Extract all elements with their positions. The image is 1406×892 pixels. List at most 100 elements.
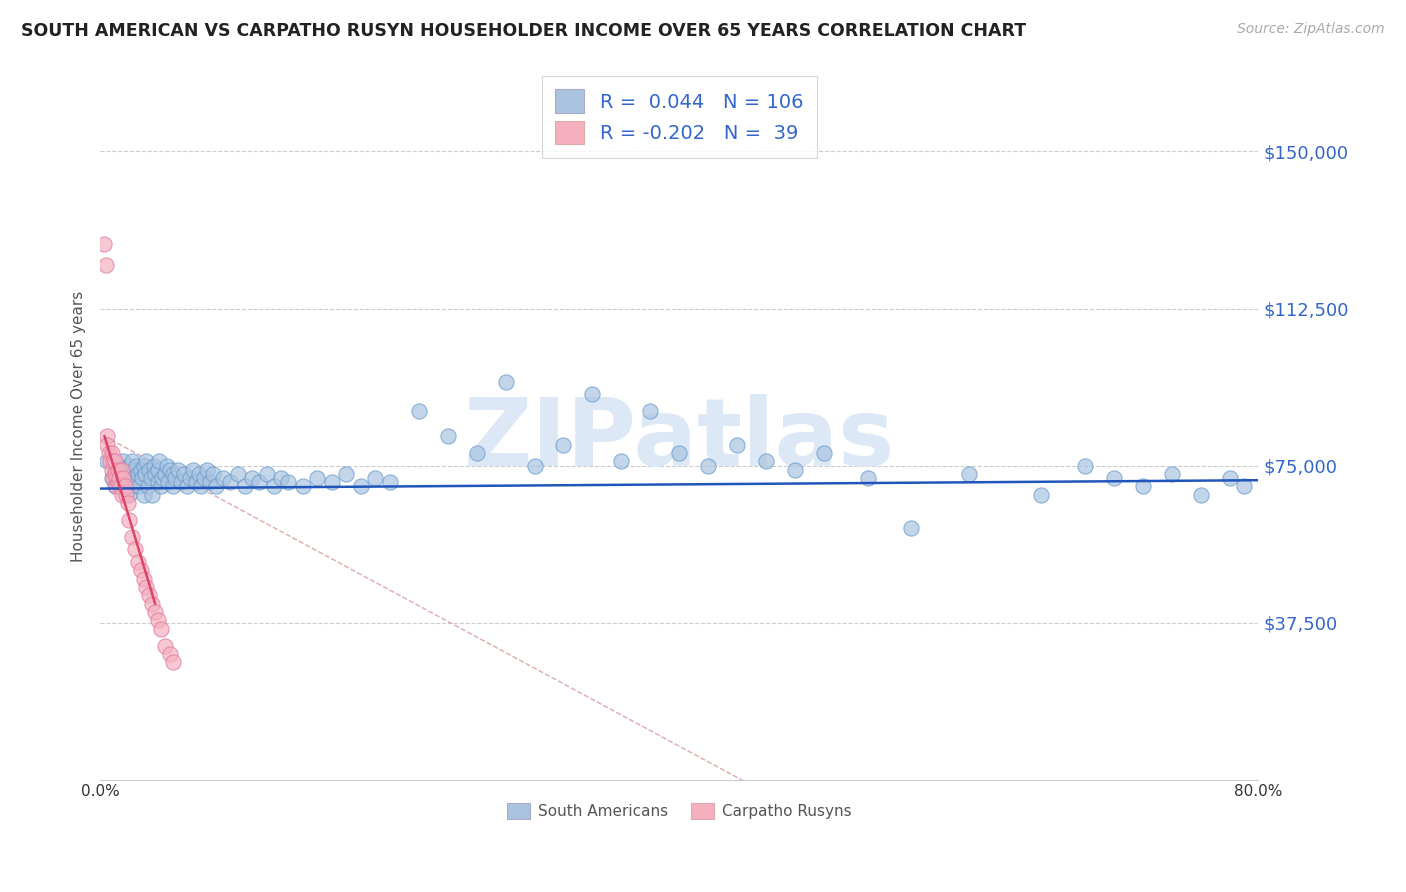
Point xyxy=(135,454,157,468)
Point xyxy=(307,471,329,485)
Point xyxy=(122,471,145,485)
Y-axis label: Householder Income Over 65 years: Householder Income Over 65 years xyxy=(72,291,86,562)
Point xyxy=(813,446,835,460)
Point xyxy=(957,467,980,481)
Point xyxy=(179,471,201,485)
Point xyxy=(900,521,922,535)
Point xyxy=(110,479,132,493)
Point xyxy=(121,530,143,544)
Point xyxy=(111,475,134,490)
Point xyxy=(148,454,170,468)
Point xyxy=(108,471,131,485)
Point xyxy=(125,458,148,473)
Point xyxy=(263,479,285,493)
Point xyxy=(96,437,118,451)
Point xyxy=(193,471,215,485)
Point xyxy=(98,454,121,468)
Point xyxy=(97,446,120,460)
Point xyxy=(1189,488,1212,502)
Point xyxy=(104,467,127,481)
Point xyxy=(135,580,157,594)
Point xyxy=(115,463,138,477)
Point xyxy=(136,479,159,493)
Point xyxy=(1160,467,1182,481)
Point xyxy=(212,471,235,485)
Point xyxy=(117,471,139,485)
Point xyxy=(159,463,181,477)
Point xyxy=(115,479,138,493)
Point xyxy=(101,454,124,468)
Point xyxy=(118,488,141,502)
Point xyxy=(640,404,662,418)
Point xyxy=(1031,488,1053,502)
Point xyxy=(111,488,134,502)
Point xyxy=(104,479,127,493)
Point xyxy=(131,471,153,485)
Point xyxy=(219,475,242,490)
Point xyxy=(697,458,720,473)
Point xyxy=(155,467,177,481)
Point xyxy=(553,437,575,451)
Point xyxy=(159,647,181,661)
Point xyxy=(141,597,163,611)
Point xyxy=(1132,479,1154,493)
Point xyxy=(115,488,138,502)
Point xyxy=(277,475,299,490)
Point xyxy=(668,446,690,460)
Point xyxy=(247,475,270,490)
Point xyxy=(785,463,807,477)
Point xyxy=(127,555,149,569)
Point xyxy=(93,236,115,251)
Point xyxy=(226,467,249,481)
Point xyxy=(132,572,155,586)
Point xyxy=(181,463,204,477)
Point xyxy=(108,471,131,485)
Point xyxy=(121,454,143,468)
Point xyxy=(195,463,218,477)
Point xyxy=(1233,479,1256,493)
Point xyxy=(96,429,118,443)
Point xyxy=(143,605,166,619)
Point xyxy=(321,475,343,490)
Point xyxy=(114,467,136,481)
Point xyxy=(184,475,207,490)
Point xyxy=(118,458,141,473)
Point xyxy=(141,488,163,502)
Point xyxy=(155,639,177,653)
Point xyxy=(124,542,146,557)
Point xyxy=(205,479,228,493)
Point xyxy=(101,471,124,485)
Point xyxy=(378,475,401,490)
Point xyxy=(107,475,129,490)
Point xyxy=(233,479,256,493)
Point xyxy=(132,488,155,502)
Point xyxy=(117,496,139,510)
Point xyxy=(112,471,135,485)
Point xyxy=(146,614,169,628)
Point xyxy=(111,463,134,477)
Point xyxy=(138,463,160,477)
Point xyxy=(198,475,221,490)
Point xyxy=(755,454,778,468)
Point xyxy=(142,458,165,473)
Point xyxy=(173,467,195,481)
Point xyxy=(107,458,129,473)
Point xyxy=(105,471,128,485)
Point xyxy=(139,471,162,485)
Point xyxy=(364,471,387,485)
Point xyxy=(581,387,603,401)
Point xyxy=(176,479,198,493)
Point xyxy=(149,622,172,636)
Point xyxy=(96,454,118,468)
Point xyxy=(107,467,129,481)
Point xyxy=(610,454,633,468)
Point xyxy=(335,467,357,481)
Point xyxy=(105,479,128,493)
Point xyxy=(129,563,152,577)
Point xyxy=(350,479,373,493)
Point xyxy=(436,429,458,443)
Point xyxy=(270,471,292,485)
Point xyxy=(170,475,193,490)
Point xyxy=(256,467,278,481)
Point xyxy=(162,467,184,481)
